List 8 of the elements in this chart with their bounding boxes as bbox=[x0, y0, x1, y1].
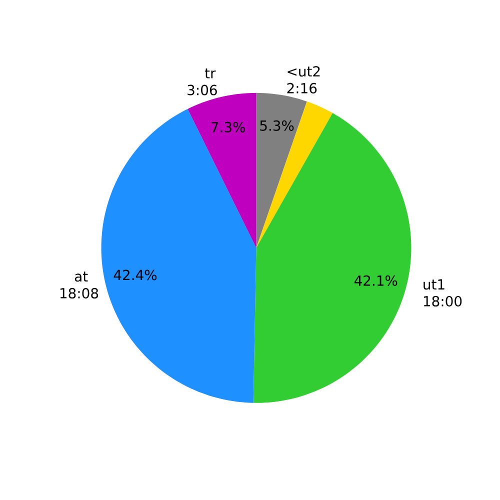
data-label: 42.1% bbox=[354, 275, 398, 286]
data-label: 5.3% bbox=[260, 120, 294, 131]
data-label: 42.4% bbox=[114, 270, 157, 280]
slice-label: at 18:08 bbox=[60, 272, 98, 299]
slice-label: ut1 18:00 bbox=[424, 279, 462, 306]
slice-label: <ut2 2:16 bbox=[287, 66, 320, 94]
slice-label: tr 3:06 bbox=[188, 68, 217, 96]
data-label: 7.3% bbox=[212, 122, 245, 132]
